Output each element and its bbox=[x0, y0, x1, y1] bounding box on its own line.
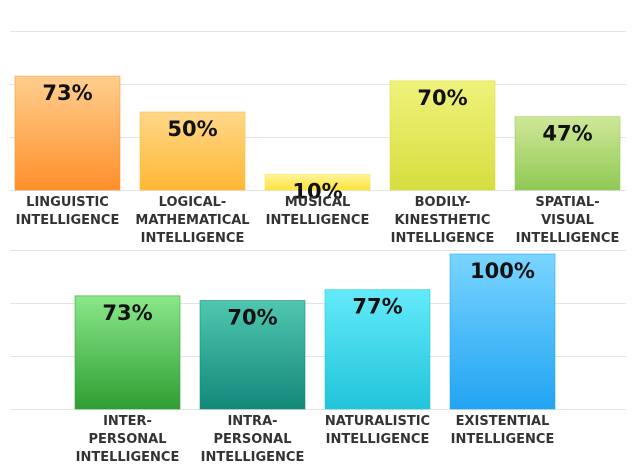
category-label: INTELLIGENCE bbox=[516, 231, 620, 246]
category-label: INTER- bbox=[103, 414, 152, 429]
bar bbox=[199, 299, 306, 410]
category-label: PERSONAL bbox=[213, 432, 291, 447]
category-label: INTELLIGENCE bbox=[451, 432, 555, 447]
data-label: 73% bbox=[42, 81, 92, 105]
category-label: INTELLIGENCE bbox=[201, 450, 305, 465]
bar bbox=[449, 253, 556, 410]
category-label: INTELLIGENCE bbox=[326, 432, 430, 447]
category-label: MUSICAL bbox=[285, 195, 351, 210]
chart-panel-2: 73% INTER- PERSONAL INTELLIGENCE 70% INTRA- PE… bbox=[10, 250, 626, 465]
bar bbox=[14, 75, 121, 191]
category-label: VISUAL bbox=[541, 213, 594, 228]
data-label: 100% bbox=[470, 259, 535, 283]
data-label: 77% bbox=[352, 295, 402, 319]
category-label: SPATIAL- bbox=[535, 195, 599, 210]
category-label: NATURALISTIC bbox=[325, 414, 430, 429]
bar bbox=[389, 80, 496, 191]
bar bbox=[514, 116, 621, 191]
data-label: 70% bbox=[417, 86, 467, 110]
data-label: 47% bbox=[542, 122, 592, 146]
category-label: INTELLIGENCE bbox=[391, 231, 495, 246]
data-label: 50% bbox=[167, 117, 217, 141]
category-label: EXISTENTIAL bbox=[456, 414, 550, 429]
category-label: LINGUISTIC bbox=[26, 195, 109, 210]
category-label: PERSONAL bbox=[88, 432, 166, 447]
category-label: INTELLIGENCE bbox=[16, 213, 120, 228]
category-label: LOGICAL- bbox=[159, 195, 227, 210]
data-label: 70% bbox=[227, 305, 277, 329]
category-label: MATHEMATICAL bbox=[135, 213, 249, 228]
category-label: INTELLIGENCE bbox=[76, 450, 180, 465]
category-label: KINESTHETIC bbox=[395, 213, 491, 228]
bar bbox=[324, 289, 431, 410]
category-label: INTELLIGENCE bbox=[141, 231, 245, 246]
category-label: INTRA- bbox=[227, 414, 277, 429]
data-label: 73% bbox=[102, 301, 152, 325]
bar bbox=[74, 295, 181, 410]
chart-panel-1: 73% LINGUISTIC INTELLIGENCE 50% LOGICAL- MATH… bbox=[10, 31, 626, 246]
bar bbox=[139, 111, 246, 191]
bar bbox=[264, 173, 371, 191]
category-label: INTELLIGENCE bbox=[266, 213, 370, 228]
data-label: 10% bbox=[292, 179, 342, 203]
category-label: BODILY- bbox=[415, 195, 471, 210]
